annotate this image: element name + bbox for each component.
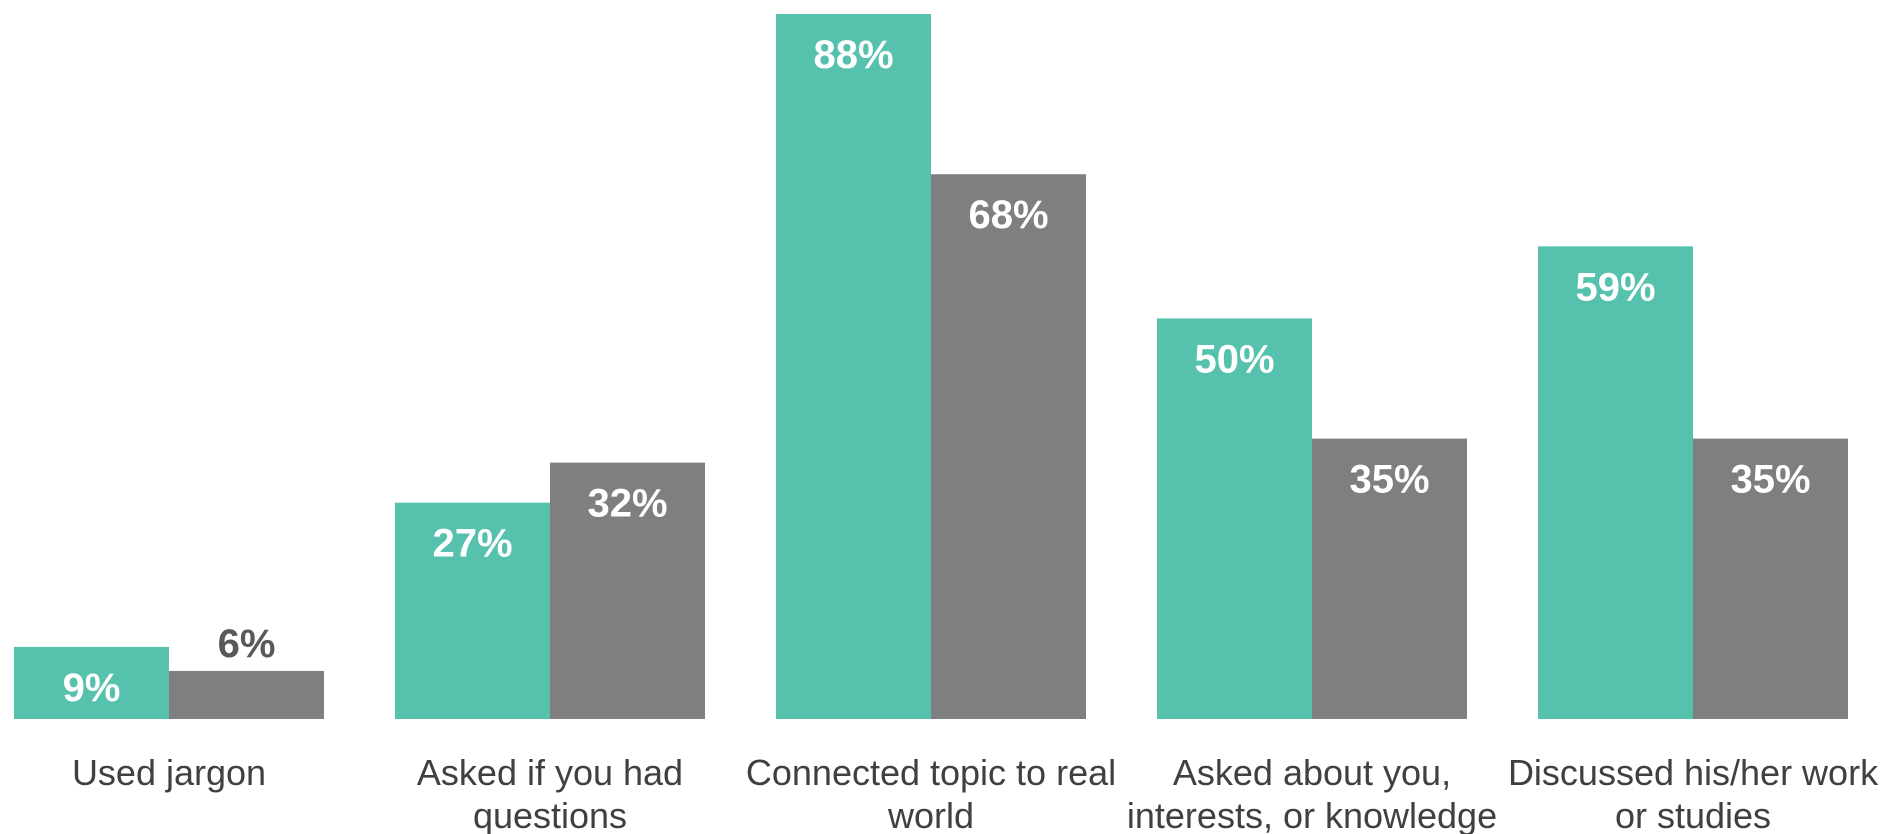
bar-series2-cat2 [550, 462, 705, 719]
category-label-5-line2: or studies [1615, 795, 1771, 834]
bar-series2-cat4 [1312, 438, 1467, 719]
category-label-4-line2: interests, or knowledge [1127, 795, 1497, 834]
data-label-series2-cat1: 6% [218, 622, 276, 666]
bar-series1-cat3 [776, 14, 931, 719]
data-label-series2-cat5: 35% [1730, 458, 1810, 502]
bar-series1-cat5 [1538, 246, 1693, 720]
bar-series2-cat5 [1693, 438, 1848, 719]
category-label-4-line1: Asked about you, [1173, 752, 1451, 793]
category-label-3-line2: world [887, 795, 974, 834]
bar-series1-cat1 [14, 646, 169, 719]
bars-layer [14, 14, 1848, 720]
value-labels-layer: 9% 6% 27% 32% 88% 68% 50% 35% 59% 35% [63, 33, 1811, 710]
category-label-2-line1: Asked if you had [417, 752, 683, 793]
data-label-series2-cat4: 35% [1349, 458, 1429, 502]
bar-series1-cat2 [395, 502, 550, 719]
data-label-series1-cat5: 59% [1575, 265, 1655, 309]
data-label-series1-cat1: 9% [63, 666, 121, 710]
bar-series1-cat4 [1157, 318, 1312, 719]
category-label-5-line1: Discussed his/her work [1508, 752, 1879, 793]
category-label-3-line1: Connected topic to real [746, 752, 1116, 793]
category-label-1-line1: Used jargon [72, 752, 266, 793]
category-label-2-line2: questions [473, 795, 627, 834]
data-label-series1-cat2: 27% [432, 522, 512, 566]
data-label-series2-cat3: 68% [968, 193, 1048, 237]
data-label-series1-cat4: 50% [1194, 337, 1274, 381]
data-label-series2-cat2: 32% [587, 482, 667, 526]
data-label-series1-cat3: 88% [813, 33, 893, 77]
bar-series2-cat3 [931, 174, 1086, 719]
bar-series2-cat1 [169, 670, 324, 719]
